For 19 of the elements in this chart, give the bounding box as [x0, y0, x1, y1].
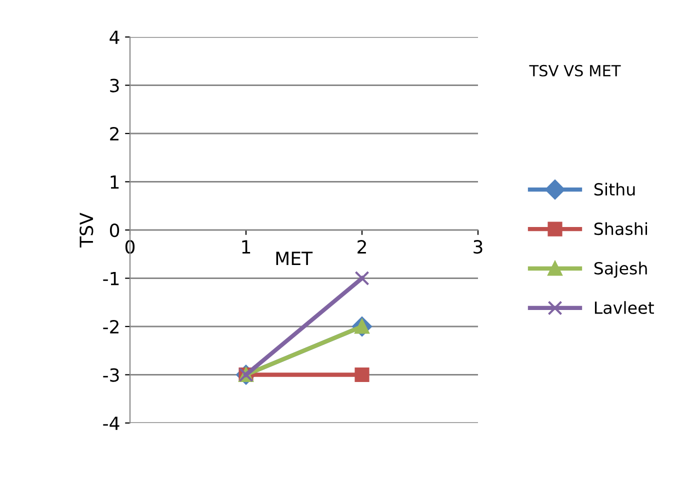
x-tick-label: 2 — [358, 240, 366, 254]
x-axis-title: MET — [276, 252, 313, 265]
x-tick-label: 1 — [242, 240, 250, 254]
x-tick-label: 3 — [474, 240, 482, 254]
y-tick-label: 1 — [110, 175, 119, 189]
y-tick-label: 3 — [110, 78, 119, 92]
y-tick-label: -2 — [103, 320, 118, 334]
text: TSV VS MET — [529, 64, 621, 76]
y-tick-label: -4 — [103, 416, 120, 430]
y-tick-label: -1 — [103, 272, 119, 286]
legend-label: Shashi — [594, 222, 648, 236]
legend-label: Sithu — [594, 182, 635, 196]
legend-label: Sajesh — [594, 262, 647, 278]
y-tick-label: 4 — [110, 30, 120, 44]
y-axis-title: TSV — [80, 212, 94, 248]
y-tick-label: 0 — [110, 223, 120, 238]
legend-label: Lavleet — [594, 301, 654, 314]
y-tick-label: -3 — [103, 368, 119, 382]
y-tick-label: 2 — [110, 126, 118, 140]
